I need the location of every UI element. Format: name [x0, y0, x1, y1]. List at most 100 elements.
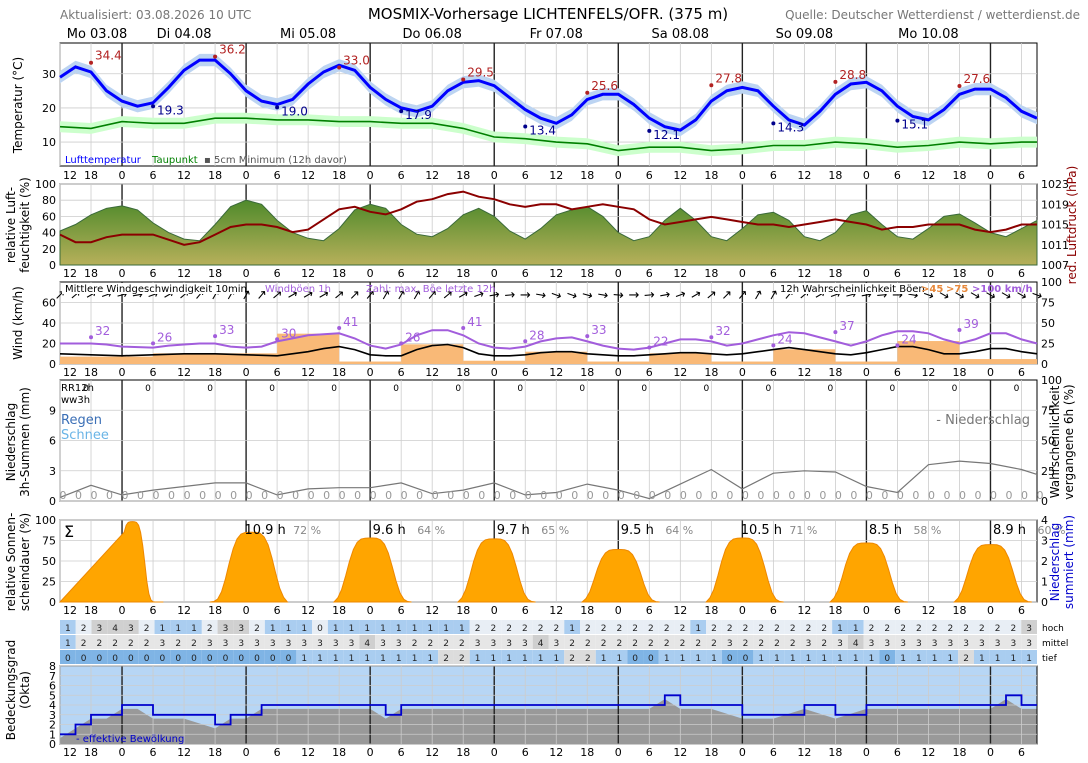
cloud-hour-tick: 0: [491, 746, 498, 759]
cloud-value-low: 0: [884, 654, 890, 664]
wind-hour-tick: 18: [456, 366, 470, 379]
temp-max-marker: [213, 54, 218, 59]
cloud-hour-tick: 12: [921, 746, 935, 759]
cloud-cell-low: [910, 650, 927, 664]
hum-hour-tick: 0: [367, 267, 374, 280]
temp-min-label: 12.1: [653, 128, 680, 142]
cloud-cell-high: [422, 620, 439, 634]
cloud-cell-high: [564, 620, 581, 634]
prec-amount: 0: [819, 489, 826, 502]
cloud-cell-low: [958, 650, 974, 664]
cloud-cell-mid: [879, 635, 896, 649]
hum-hour-tick: 0: [987, 267, 994, 280]
prec-amount: 0: [757, 489, 764, 502]
day-label: Mo 10.08: [898, 27, 959, 42]
sun-hour-tick: 6: [398, 604, 405, 617]
wind-direction-arrow: ↙: [255, 287, 267, 303]
sun-hour-tick: 12: [549, 604, 563, 617]
effective-cloud-line: [60, 694, 1037, 736]
cloud-value-high: 2: [254, 624, 260, 634]
temp-ytick: 10: [42, 136, 56, 149]
cloud-cell-mid: [296, 635, 313, 649]
cloud-value-high: 2: [617, 624, 623, 634]
sun-prec-ytick: 0: [1041, 596, 1048, 609]
sun-ytick: 0: [49, 596, 56, 609]
cloud-value-low: 1: [522, 654, 528, 664]
hum-hour-tick: 0: [119, 267, 126, 280]
cloud-cell-low: [627, 650, 644, 664]
prec-amount: 0: [664, 489, 671, 502]
temp-max-label: 27.8: [715, 71, 742, 85]
gust-max-marker: [275, 337, 280, 342]
wind-hour-tick: 0: [987, 366, 994, 379]
sun-prec-ytick: 3: [1041, 535, 1048, 548]
cloud-cell-low: [343, 650, 360, 664]
prec-amount: 0: [726, 489, 733, 502]
cloud-value-low: 1: [932, 654, 938, 664]
cloud-value-high: 2: [81, 624, 87, 634]
wind-hour-tick: 0: [119, 366, 126, 379]
cloud-cell-mid: [895, 635, 911, 649]
temp-hour-tick: 6: [522, 169, 529, 182]
cloud-value-high: 2: [664, 624, 670, 634]
hum-hour-tick: 6: [522, 267, 529, 280]
temp-hour-tick: 12: [301, 169, 315, 182]
cloud-value-mid: 2: [617, 639, 623, 649]
cloud-value-mid: 3: [522, 639, 528, 649]
cloud-value-mid: 3: [238, 639, 244, 649]
prec-amount: 0: [168, 489, 175, 502]
cloud-cell-low: [485, 650, 502, 664]
legend-dew: Taupunkt: [151, 155, 198, 166]
cloud-value-high: 2: [648, 624, 654, 634]
sunshine-percent: 65 %: [541, 524, 569, 537]
pressure-ylabel: red. Luftdruck (hPa): [1065, 166, 1079, 285]
wind-ytick: 20: [42, 338, 56, 351]
cloud-cell-mid: [154, 635, 171, 649]
wind-hour-tick: 12: [301, 366, 315, 379]
hum-ytick: 80: [42, 194, 56, 207]
wind-hour-tick: 6: [770, 366, 777, 379]
cloud-value-high: 2: [585, 624, 591, 634]
temp-max-marker: [89, 60, 94, 65]
cloud-value-low: 1: [758, 654, 764, 664]
cloud-value-high: 1: [160, 624, 166, 634]
cloud-value-high: 2: [601, 624, 607, 634]
cloud-hour-tick: 18: [84, 746, 98, 759]
gust-max-label: 22: [653, 334, 668, 348]
cloud-cell-mid: [485, 635, 502, 649]
sunshine-area: [953, 544, 1032, 603]
wind-prob-bar: [835, 361, 898, 364]
temp-hour-tick: 6: [770, 169, 777, 182]
cloud-cell-high: [989, 620, 1006, 634]
wind-hour-tick: 0: [367, 366, 374, 379]
wind-prob-ytick: 25: [1041, 338, 1055, 351]
cloud-hour-tick: 6: [1018, 746, 1025, 759]
sunshine-hours: 10.9 h: [244, 523, 285, 538]
prec-ytick: 6: [49, 435, 56, 448]
cloud-cell-high: [958, 620, 974, 634]
temp-max-label: 25.6: [591, 79, 618, 93]
sunshine-hours: 9.5 h: [621, 523, 654, 538]
temp-min-marker: [399, 109, 404, 114]
wind-prob-bar: [525, 351, 588, 364]
cloud-cell-high: [1021, 620, 1037, 634]
wind-direction-arrow: ↙: [936, 288, 953, 302]
cloud-value-low: 1: [900, 654, 906, 664]
wind-ytick: 0: [49, 358, 56, 371]
cloud-cell-high: [863, 620, 880, 634]
gust-max-marker: [647, 345, 652, 350]
sun-hour-tick: 12: [301, 604, 315, 617]
wind-direction-arrow: ↙: [721, 287, 732, 302]
prec-amount: 0: [75, 489, 82, 502]
cloud-value-mid: 3: [317, 639, 323, 649]
prec-ytick: 9: [49, 404, 56, 417]
cloud-cell-low: [170, 650, 187, 664]
cloud-value-high: 1: [301, 624, 307, 634]
cloud-hour-tick: 0: [243, 746, 250, 759]
wind-prob-bar: [463, 360, 526, 364]
sun-hour-tick: 18: [456, 604, 470, 617]
wind-hour-tick: 18: [84, 366, 98, 379]
gust-max-label: 24: [901, 332, 916, 346]
cloud-value-high: 2: [144, 624, 150, 634]
cloud-value-low: 1: [821, 654, 827, 664]
